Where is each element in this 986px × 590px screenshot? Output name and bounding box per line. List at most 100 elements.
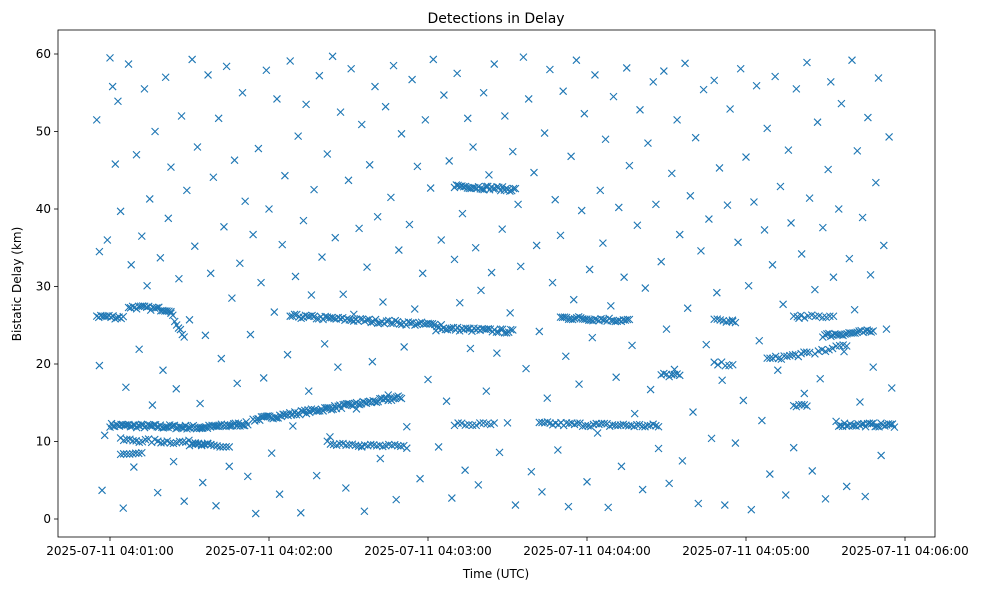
data-point bbox=[622, 64, 631, 72]
data-point bbox=[421, 115, 430, 124]
data-point bbox=[230, 156, 239, 165]
data-point bbox=[821, 494, 830, 503]
data-point bbox=[498, 225, 507, 234]
data-point bbox=[180, 333, 189, 341]
data-point bbox=[755, 336, 764, 345]
data-point bbox=[492, 328, 501, 336]
data-point bbox=[128, 449, 137, 458]
data-point bbox=[490, 419, 499, 427]
data-point bbox=[396, 442, 405, 451]
x-tick-label: 2025-07-11 04:06:00 bbox=[841, 544, 968, 558]
data-point bbox=[763, 124, 772, 133]
data-point bbox=[312, 407, 321, 415]
data-point bbox=[275, 490, 284, 499]
data-point bbox=[474, 481, 483, 489]
data-point bbox=[461, 466, 469, 475]
data-point bbox=[397, 129, 406, 138]
data-point bbox=[286, 312, 295, 321]
data-point bbox=[214, 114, 223, 123]
data-point bbox=[379, 298, 387, 306]
data-point bbox=[203, 439, 212, 448]
data-point bbox=[803, 402, 811, 411]
data-point bbox=[596, 186, 605, 195]
data-point bbox=[342, 399, 351, 408]
data-point bbox=[638, 485, 647, 494]
data-point bbox=[472, 421, 481, 430]
data-point bbox=[249, 230, 257, 239]
data-point bbox=[725, 317, 734, 325]
data-point bbox=[502, 328, 511, 337]
data-point bbox=[683, 304, 692, 313]
data-point bbox=[217, 354, 226, 363]
data-point bbox=[620, 273, 628, 282]
data-point bbox=[723, 201, 732, 210]
data-point bbox=[384, 440, 393, 449]
data-point bbox=[267, 449, 276, 458]
data-point bbox=[219, 443, 228, 451]
data-point bbox=[294, 132, 303, 141]
data-point bbox=[312, 471, 321, 480]
data-point bbox=[789, 443, 798, 452]
data-point bbox=[805, 194, 814, 203]
data-point bbox=[167, 307, 175, 316]
data-point bbox=[262, 412, 271, 421]
data-point bbox=[394, 246, 403, 254]
x-tick-label: 2025-07-11 04:01:00 bbox=[46, 544, 173, 558]
data-point bbox=[382, 317, 391, 326]
data-point bbox=[479, 88, 488, 97]
data-point bbox=[853, 146, 862, 155]
data-point bbox=[132, 150, 141, 159]
data-point bbox=[867, 419, 876, 428]
data-point bbox=[649, 78, 658, 86]
plot-frame bbox=[57, 29, 936, 538]
data-point bbox=[246, 330, 255, 339]
data-point bbox=[871, 178, 880, 187]
data-point bbox=[210, 441, 218, 450]
data-point bbox=[450, 421, 459, 430]
data-point bbox=[122, 435, 131, 444]
data-point bbox=[169, 439, 178, 448]
data-point bbox=[546, 65, 554, 74]
data-point bbox=[196, 399, 204, 408]
data-point bbox=[257, 278, 265, 287]
data-point bbox=[222, 442, 231, 451]
data-point bbox=[469, 143, 477, 151]
data-point bbox=[402, 444, 411, 453]
data-point bbox=[368, 357, 377, 366]
x-axis: 2025-07-11 04:01:00 2025-07-11 04:02:00 20… bbox=[46, 537, 969, 558]
data-point bbox=[119, 312, 128, 321]
data-point bbox=[366, 440, 375, 449]
data-point bbox=[131, 449, 140, 458]
data-point bbox=[728, 317, 737, 326]
data-point bbox=[567, 152, 575, 161]
data-point bbox=[225, 462, 234, 471]
data-point bbox=[259, 374, 268, 382]
data-point bbox=[141, 435, 150, 444]
data-point bbox=[601, 135, 610, 144]
x-tick-label: 2025-07-11 04:04:00 bbox=[523, 544, 650, 558]
data-point bbox=[568, 315, 577, 324]
data-point bbox=[805, 348, 814, 357]
data-point bbox=[341, 484, 350, 492]
data-point bbox=[177, 112, 186, 120]
data-point bbox=[675, 230, 684, 239]
data-point bbox=[559, 87, 568, 96]
data-point bbox=[514, 200, 522, 209]
data-point bbox=[866, 270, 875, 279]
data-point bbox=[845, 254, 854, 263]
data-point bbox=[591, 315, 599, 324]
data-point bbox=[312, 314, 321, 323]
data-point bbox=[458, 209, 467, 218]
data-point bbox=[103, 236, 112, 244]
data-point bbox=[108, 82, 117, 91]
data-point bbox=[195, 424, 204, 433]
data-point bbox=[124, 60, 133, 68]
data-point bbox=[198, 478, 207, 487]
data-point bbox=[437, 236, 446, 244]
data-point bbox=[714, 360, 722, 369]
data-point bbox=[502, 184, 511, 193]
data-point bbox=[114, 97, 122, 106]
data-point bbox=[811, 285, 819, 294]
data-point bbox=[188, 55, 197, 64]
data-point bbox=[787, 219, 795, 227]
